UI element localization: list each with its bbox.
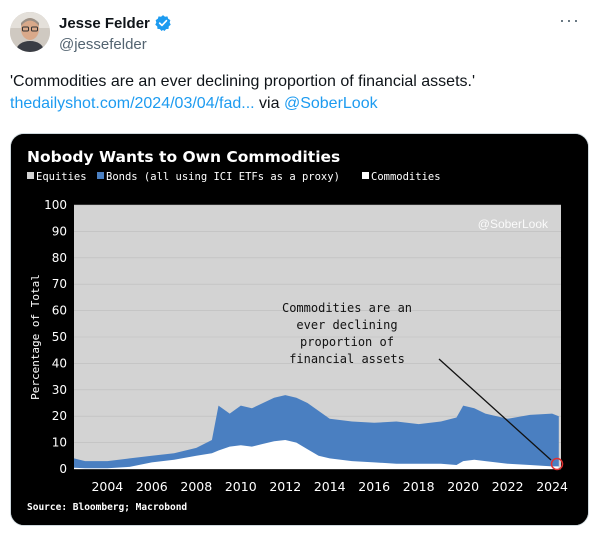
commodities-area [74, 440, 559, 469]
legend-equities: Equities [36, 171, 87, 183]
legend-swatch-bonds [97, 172, 104, 179]
y-tick-label: 70 [52, 277, 67, 291]
y-tick-label: 100 [44, 198, 67, 212]
y-tick-label: 60 [52, 304, 67, 318]
y-axis: 0 10 20 30 40 50 60 70 80 90 100 [44, 198, 67, 476]
author-avatar[interactable] [10, 12, 50, 52]
x-tick-label: 2016 [358, 479, 390, 494]
bonds-area [74, 395, 559, 469]
watermark: @SoberLook [478, 217, 549, 231]
tweet-link-line: thedailyshot.com/2024/03/04/fad... via @… [10, 93, 590, 115]
x-tick-label: 2012 [269, 479, 301, 494]
x-tick-label: 2018 [403, 479, 435, 494]
chart-image[interactable]: Nobody Wants to Own Commodities Equities… [10, 133, 589, 526]
x-tick-label: 2010 [225, 479, 257, 494]
x-tick-label: 2024 [536, 479, 568, 494]
chart-source: Source: Bloomberg; Macrobond [27, 502, 187, 513]
mention-link[interactable]: @SoberLook [283, 95, 378, 112]
legend-swatch-commodities [362, 172, 369, 179]
y-tick-label: 50 [52, 330, 67, 344]
verified-badge-icon [155, 15, 171, 32]
y-tick-label: 20 [52, 409, 67, 423]
y-tick-label: 0 [59, 462, 67, 476]
via-text: via [254, 95, 284, 112]
annotation-line: proportion of [300, 335, 394, 349]
annotation-line: ever declining [296, 318, 397, 332]
annotation-arrow [438, 358, 552, 461]
author-name[interactable]: Jesse Felder [59, 14, 150, 32]
x-tick-label: 2022 [492, 479, 524, 494]
x-tick-label: 2008 [180, 479, 212, 494]
legend-commodities: Commodities [371, 171, 441, 183]
y-tick-label: 90 [52, 224, 67, 238]
y-axis-label: Percentage of Total [29, 274, 42, 400]
annotation-circle [550, 457, 564, 471]
chart-title: Nobody Wants to Own Commodities [27, 148, 340, 166]
annotation-line: financial assets [289, 352, 405, 366]
annotation-line: Commodities are an [282, 301, 412, 315]
avatar-image [10, 12, 50, 52]
y-tick-label: 80 [52, 251, 67, 265]
legend-bonds: Bonds (all using ICI ETFs as a proxy) [106, 171, 340, 183]
y-tick-label: 30 [52, 383, 67, 397]
plot-area [74, 204, 561, 470]
chart-legend: Equities Bonds (all using ICI ETFs as a … [27, 171, 441, 183]
more-options-icon[interactable]: ··· [559, 10, 580, 30]
annotation: Commodities are an ever declining proporti… [282, 301, 412, 366]
article-link[interactable]: thedailyshot.com/2024/03/04/fad... [10, 95, 255, 112]
x-tick-label: 2006 [136, 479, 168, 494]
tweet-text: 'Commodities are an ever declining propo… [10, 71, 590, 115]
tweet-quote: 'Commodities are an ever declining propo… [10, 73, 476, 90]
area-chart: Nobody Wants to Own Commodities Equities… [11, 134, 588, 525]
x-tick-label: 2014 [314, 479, 346, 494]
y-tick-label: 40 [52, 356, 67, 370]
author-name-row: Jesse Felder [59, 14, 172, 32]
x-tick-label: 2020 [447, 479, 479, 494]
author-handle[interactable]: @jessefelder [59, 36, 147, 53]
x-axis: 2004 2006 2008 2010 2012 2014 2016 2018 2020 2022… [91, 479, 568, 494]
y-tick-label: 10 [52, 436, 67, 450]
x-tick-label: 2004 [91, 479, 123, 494]
legend-swatch-equities [27, 172, 34, 179]
